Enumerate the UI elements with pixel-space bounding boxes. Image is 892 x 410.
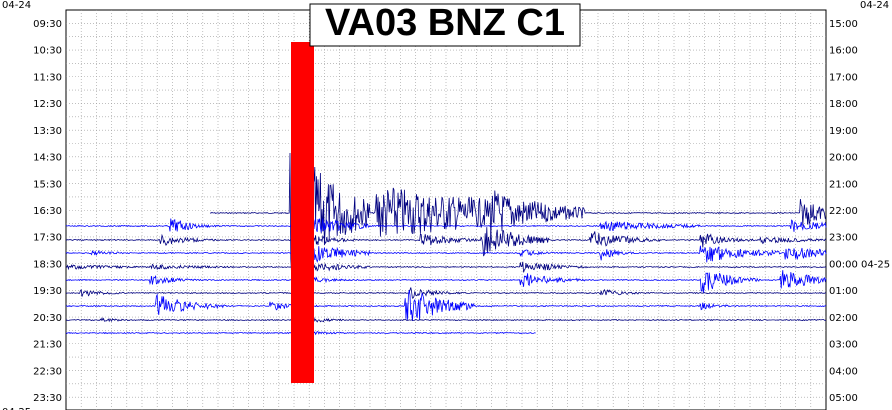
right-time-label: 19:00 bbox=[829, 126, 858, 137]
right-time-label: 00:00 04-25 bbox=[829, 259, 890, 270]
left-time-label: 10:30 bbox=[33, 46, 62, 57]
left-time-label: 14:30 bbox=[33, 153, 62, 164]
left-time-label: 17:30 bbox=[33, 233, 62, 244]
right-time-label: 16:00 bbox=[829, 46, 858, 57]
date-label: 04-25 bbox=[2, 407, 31, 410]
left-time-label: 20:30 bbox=[33, 313, 62, 324]
right-time-label: 01:00 bbox=[829, 286, 858, 297]
time-labels: 09:30 10:30 11:30 12:30 13:30 14:30 15:30 16:30… bbox=[33, 19, 890, 404]
left-time-label: 22:30 bbox=[33, 366, 62, 377]
left-time-label: 09:30 bbox=[33, 19, 62, 30]
date-label: 04-24 bbox=[2, 0, 31, 11]
trace bbox=[65, 315, 827, 324]
left-time-label: 19:30 bbox=[33, 286, 62, 297]
right-time-label: 18:00 bbox=[829, 99, 858, 110]
right-time-label: 17:00 bbox=[829, 72, 858, 83]
right-time-label: 22:00 bbox=[829, 206, 858, 217]
right-time-label: 05:00 bbox=[829, 393, 858, 404]
left-time-label: 15:30 bbox=[33, 179, 62, 190]
right-time-label: 04:00 bbox=[829, 366, 858, 377]
right-time-label: 20:00 bbox=[829, 153, 858, 164]
trace bbox=[66, 287, 827, 299]
left-time-label: 12:30 bbox=[33, 99, 62, 110]
trace bbox=[65, 214, 827, 240]
left-time-label: 23:30 bbox=[33, 393, 62, 404]
left-time-label: 18:30 bbox=[33, 259, 62, 270]
title-box bbox=[309, 3, 581, 47]
trace bbox=[65, 242, 827, 265]
title: VA03 BNZ C1 bbox=[325, 2, 565, 44]
trace bbox=[65, 260, 827, 274]
right-time-label: 15:00 bbox=[829, 19, 858, 30]
right-time-label: 21:00 bbox=[829, 179, 858, 190]
right-time-label: 02:00 bbox=[829, 313, 858, 324]
event-marker bbox=[291, 42, 314, 383]
trace bbox=[65, 290, 827, 322]
right-time-label: 23:00 bbox=[829, 233, 858, 244]
left-time-label: 11:30 bbox=[33, 72, 62, 83]
trace bbox=[65, 270, 827, 293]
left-time-label: 21:30 bbox=[33, 340, 62, 351]
trace bbox=[65, 227, 827, 257]
left-time-label: 16:30 bbox=[33, 206, 62, 217]
right-time-label: 03:00 bbox=[829, 340, 858, 351]
date-label: 04-24 bbox=[860, 0, 889, 11]
left-time-label: 13:30 bbox=[33, 126, 62, 137]
